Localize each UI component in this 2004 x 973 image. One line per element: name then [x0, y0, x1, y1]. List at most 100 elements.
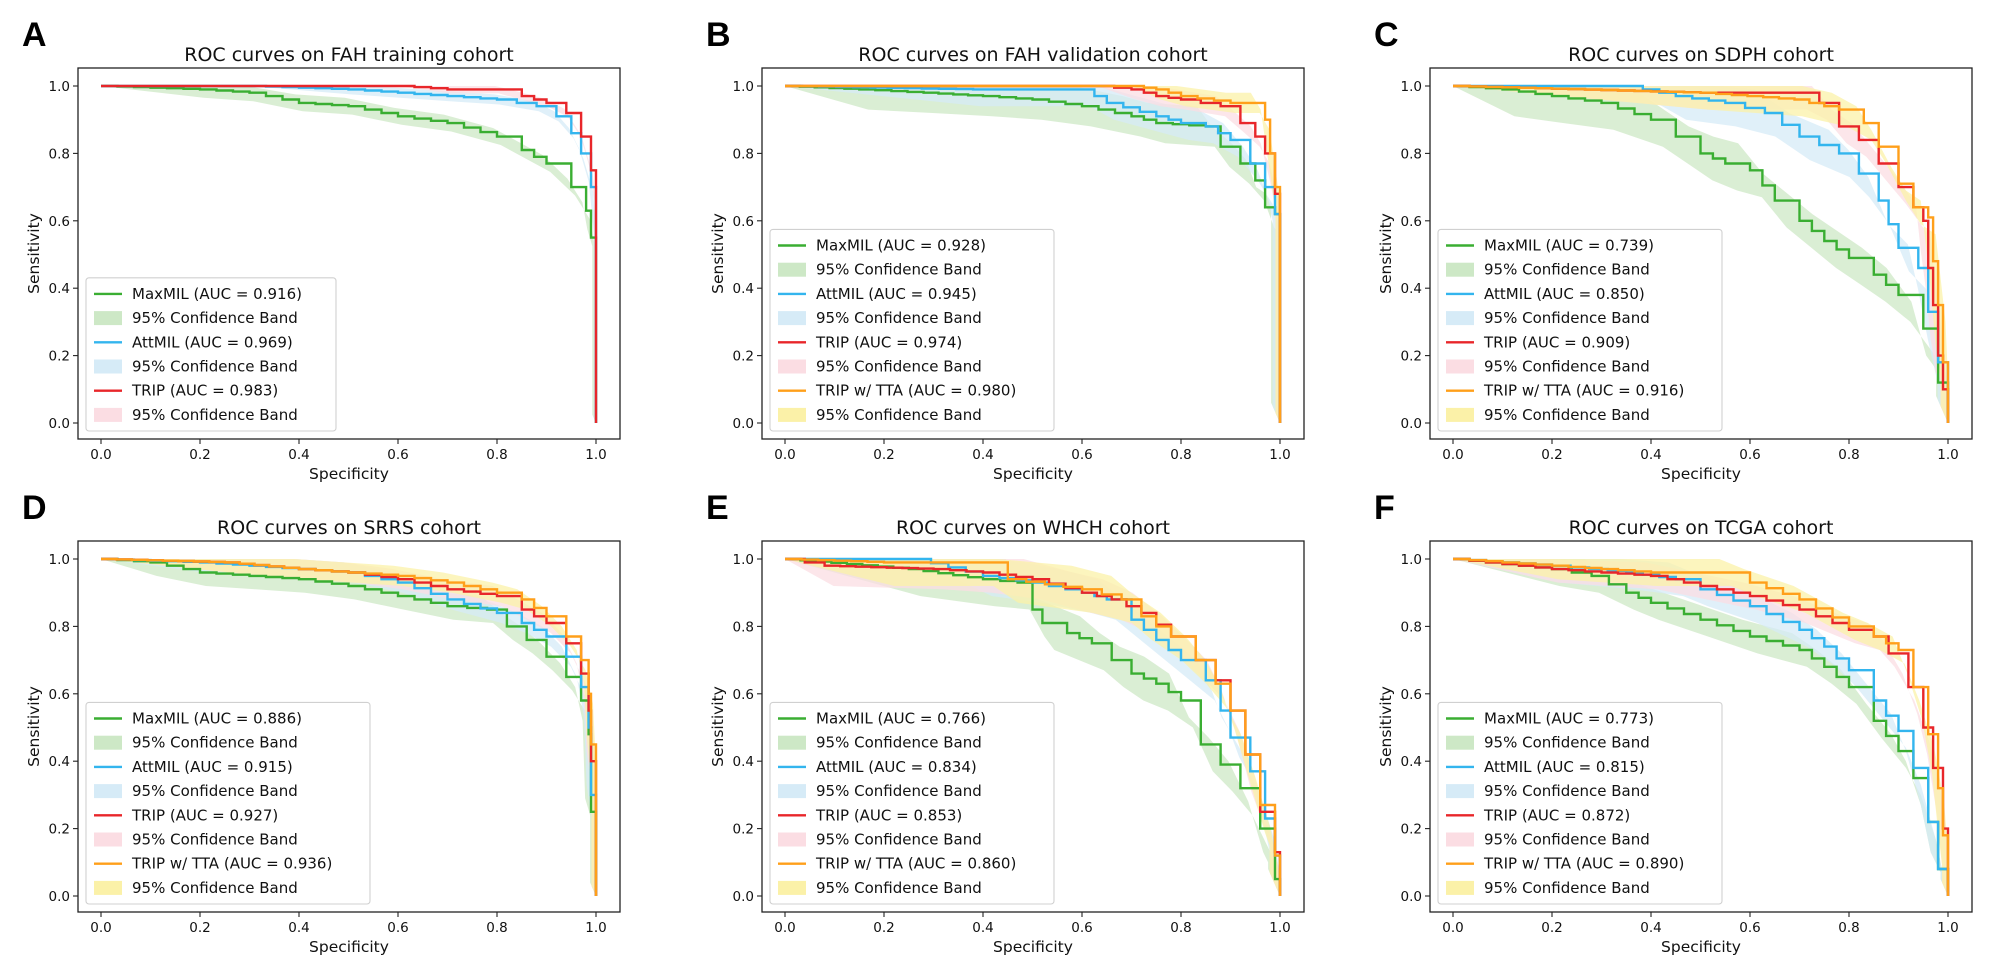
panel-letter: E [706, 489, 729, 527]
x-axis-label: Specificity [309, 465, 389, 483]
roc-line-maxmil [785, 84, 1282, 423]
roc-line-maxmil [101, 557, 598, 896]
roc-panel-a: A ROC curves on FAH training cohort 0.0 0.2… [0, 0, 668, 486]
axes-frame [761, 67, 1305, 440]
roc-line-maxmil [101, 84, 598, 423]
y-tick-label: 1.0 [733, 552, 754, 568]
roc-panel-c: C ROC curves on SDPH cohort 0.0 0.2 0.4 0.6 0.… [1352, 0, 2004, 486]
legend-band-swatch-attmil [1446, 784, 1474, 799]
x-tick-label: 0.4 [972, 447, 993, 463]
x-tick-label: 0.0 [774, 920, 795, 936]
y-tick-label: 0.2 [733, 822, 754, 838]
y-axis-label: Sensitivity [1377, 686, 1395, 767]
roc-line-trip [1453, 557, 1950, 896]
confidence-band-attmil [785, 559, 1280, 896]
roc-line-maxmil [785, 557, 1282, 896]
legend-box [769, 701, 1055, 905]
y-tick-label: 0.8 [49, 619, 70, 635]
legend-label-attmil: AttMIL (AUC = 0.915) [132, 758, 293, 776]
legend-band-swatch-trip [94, 832, 122, 847]
panel-letter: B [706, 16, 731, 54]
x-tick-label: 1.0 [1269, 920, 1290, 936]
legend-label-attmil: AttMIL (AUC = 0.969) [132, 333, 293, 351]
roc-chart: E ROC curves on WHCH cohort 0.0 0.2 0.4 0.6 0.… [706, 489, 1305, 956]
legend-band-swatch-attmil [94, 784, 122, 799]
y-axis-label: Sensitivity [25, 686, 43, 767]
roc-line-maxmil [1453, 84, 1950, 423]
legend-band-label-maxmil: 95% Confidence Band [1484, 734, 1650, 752]
y-tick-label: 0.0 [733, 416, 754, 432]
roc-chart: B ROC curves on FAH validation cohort 0.0 0… [706, 16, 1305, 483]
y-tick-label: 0.8 [1401, 146, 1422, 162]
legend-band-label-trip: 95% Confidence Band [1484, 358, 1650, 376]
x-tick-label: 0.0 [774, 447, 795, 463]
legend-label-maxmil: MaxMIL (AUC = 0.928) [816, 237, 986, 255]
legend-band-swatch-attmil [94, 359, 122, 374]
chart-title: ROC curves on SDPH cohort [1568, 44, 1834, 66]
legend-label-trip: TRIP (AUC = 0.872) [1483, 806, 1630, 824]
y-tick-label: 0.2 [49, 349, 70, 365]
y-tick-label: 0.2 [1401, 822, 1422, 838]
y-tick-label: 0.6 [49, 687, 70, 703]
roc-chart: F ROC curves on TCGA cohort 0.0 0.2 0.4 0.6 0.… [1374, 489, 1973, 956]
legend-band-label-maxmil: 95% Confidence Band [816, 261, 982, 279]
legend: MaxMIL (AUC = 0.916) 95% Confidence Band A… [85, 277, 337, 432]
roc-line-trip-w-tta [1453, 557, 1950, 896]
y-tick-label: 0.8 [733, 146, 754, 162]
y-tick-label: 1.0 [1401, 79, 1422, 95]
y-tick-label: 0.4 [49, 754, 70, 770]
legend-box [769, 228, 1055, 432]
y-tick-label: 0.8 [733, 619, 754, 635]
legend-band-swatch-attmil [1446, 311, 1474, 326]
x-tick-label: 0.6 [387, 920, 408, 936]
legend-band-label-trip: 95% Confidence Band [132, 831, 298, 849]
legend-label-attmil: AttMIL (AUC = 0.945) [816, 285, 977, 303]
x-tick-label: 0.6 [387, 447, 408, 463]
y-tick-label: 1.0 [733, 79, 754, 95]
chart-title: ROC curves on SRRS cohort [217, 517, 481, 539]
legend-band-swatch-maxmil [1446, 735, 1474, 750]
y-tick-label: 0.0 [1401, 416, 1422, 432]
legend-band-swatch-trip-w-tta [94, 880, 122, 895]
x-tick-label: 0.0 [1442, 920, 1463, 936]
y-tick-label: 0.0 [1401, 889, 1422, 905]
legend-band-label-attmil: 95% Confidence Band [816, 309, 982, 327]
x-tick-label: 0.4 [1640, 920, 1661, 936]
plot-area [785, 84, 1282, 423]
x-tick-label: 0.8 [1838, 447, 1859, 463]
y-tick-label: 0.6 [1401, 214, 1422, 230]
legend-box [85, 277, 337, 432]
y-tick-label: 0.8 [1401, 619, 1422, 635]
x-tick-label: 0.0 [90, 447, 111, 463]
legend-band-swatch-maxmil [1446, 262, 1474, 277]
legend-label-attmil: AttMIL (AUC = 0.850) [1484, 285, 1645, 303]
panel-letter: D [22, 489, 47, 527]
legend-band-label-trip-w-tta: 95% Confidence Band [816, 879, 982, 897]
legend-band-swatch-trip-w-tta [1446, 407, 1474, 422]
legend-band-swatch-trip-w-tta [778, 407, 806, 422]
legend-band-swatch-maxmil [94, 735, 122, 750]
legend-label-trip-w-tta: TRIP w/ TTA (AUC = 0.916) [1483, 382, 1684, 400]
legend-label-attmil: AttMIL (AUC = 0.815) [1484, 758, 1645, 776]
y-tick-label: 0.6 [733, 214, 754, 230]
panel-letter: A [22, 16, 47, 54]
legend-band-swatch-trip-w-tta [778, 880, 806, 895]
axes-frame [1429, 67, 1973, 440]
legend: MaxMIL (AUC = 0.928) 95% Confidence Band A… [769, 228, 1055, 432]
x-tick-label: 0.2 [873, 447, 894, 463]
legend-label-attmil: AttMIL (AUC = 0.834) [816, 758, 977, 776]
axes-frame [77, 540, 621, 913]
y-tick-label: 0.6 [1401, 687, 1422, 703]
panel-letter: C [1374, 16, 1399, 54]
x-axis-label: Specificity [993, 938, 1073, 956]
legend-band-label-trip: 95% Confidence Band [1484, 831, 1650, 849]
roc-line-trip-w-tta [785, 557, 1282, 896]
x-tick-label: 0.2 [873, 920, 894, 936]
x-tick-label: 0.0 [1442, 447, 1463, 463]
legend-band-label-attmil: 95% Confidence Band [1484, 309, 1650, 327]
y-tick-label: 0.0 [733, 889, 754, 905]
legend-band-label-trip: 95% Confidence Band [132, 406, 298, 424]
legend-label-maxmil: MaxMIL (AUC = 0.773) [1484, 710, 1654, 728]
roc-panel-f: F ROC curves on TCGA cohort 0.0 0.2 0.4 0.6 0.… [1352, 473, 2004, 959]
x-tick-label: 0.4 [288, 920, 309, 936]
